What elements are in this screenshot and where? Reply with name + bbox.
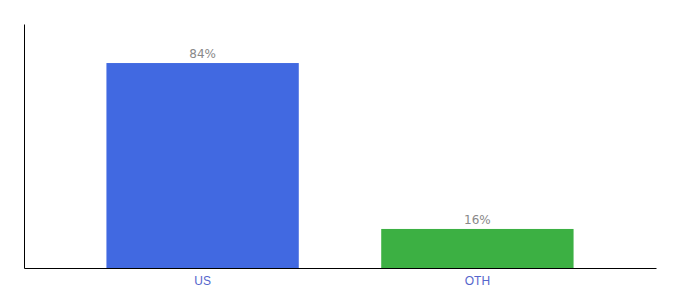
bar [106, 63, 298, 268]
x-tick-label: US [194, 274, 211, 288]
bars [106, 63, 573, 268]
x-tick-label: OTH [465, 274, 490, 288]
x-axis: US OTH [25, 269, 657, 288]
y-axis [24, 25, 25, 269]
data-label: 84% [189, 47, 216, 61]
chart: 84% 16% US OTH [0, 0, 680, 300]
x-tick: US [194, 274, 211, 288]
x-tick: OTH [465, 274, 490, 288]
plot: 84% 16% US OTH [25, 25, 657, 288]
data-labels: 84% 16% [189, 47, 490, 227]
bar [381, 229, 573, 268]
y-axis-line [24, 25, 25, 269]
data-label: 16% [464, 213, 491, 227]
x-axis-line [25, 268, 657, 269]
